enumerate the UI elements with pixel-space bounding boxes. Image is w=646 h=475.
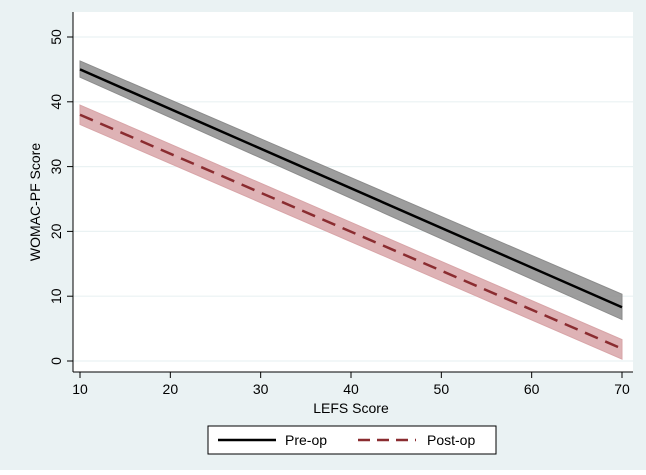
y-tick-label-10: 10 (48, 288, 64, 304)
y-axis-title: WOMAC-PF Score (27, 143, 43, 261)
x-tick-label-30: 30 (253, 381, 269, 397)
x-tick-label-60: 60 (524, 381, 540, 397)
y-tick-label-40: 40 (48, 94, 64, 110)
x-axis-title: LEFS Score (313, 400, 389, 416)
x-tick-label-50: 50 (434, 381, 450, 397)
y-tick-label-20: 20 (48, 223, 64, 239)
x-tick-label-20: 20 (163, 381, 179, 397)
x-tick-label-40: 40 (343, 381, 359, 397)
x-tick-label-70: 70 (614, 381, 630, 397)
x-tick-label-10: 10 (72, 381, 88, 397)
axes: 10 20 30 40 50 60 70 0 10 20 30 40 50 (48, 12, 633, 397)
ci-band-pre-op (79, 60, 623, 321)
y-tick-label-30: 30 (48, 159, 64, 175)
y-tick-label-50: 50 (48, 29, 64, 45)
line-post-op (79, 113, 623, 350)
legend: Pre-op Post-op (207, 425, 497, 455)
y-tick-label-0: 0 (48, 357, 64, 365)
legend-label-pre-op: Pre-op (285, 432, 327, 448)
series-lines (79, 68, 623, 350)
line-pre-op (79, 68, 623, 309)
legend-label-post-op: Post-op (427, 432, 475, 448)
